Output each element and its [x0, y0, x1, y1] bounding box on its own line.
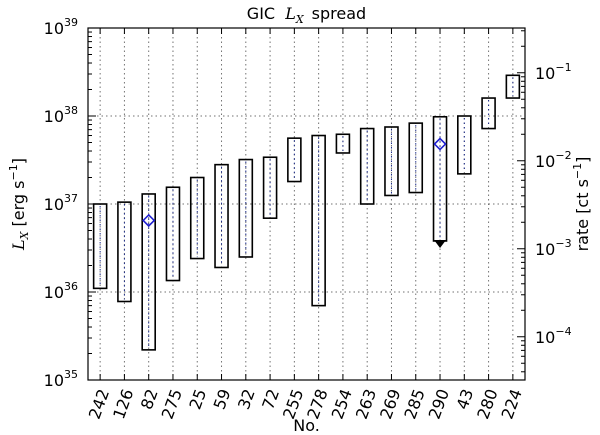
range-bar-263	[359, 127, 375, 205]
range-bar-126	[117, 201, 132, 303]
range-bars	[92, 74, 521, 351]
x-tick-label: 25	[185, 386, 210, 412]
range-bar-280	[481, 97, 496, 130]
range-bar-43	[457, 115, 472, 175]
range-box	[505, 74, 521, 99]
range-box	[457, 115, 472, 175]
range-bar-290	[432, 115, 448, 242]
x-tick-label: 43	[452, 386, 477, 412]
range-box	[359, 127, 375, 205]
x-tick-label: 285	[400, 386, 428, 421]
x-tick-label: 32	[234, 386, 259, 412]
y-right-tick-label: 10−4	[535, 325, 572, 347]
x-tick-label: 254	[328, 386, 356, 421]
y-tick-label: 1035	[44, 368, 78, 390]
range-bar-25	[189, 176, 205, 260]
range-bar-59	[214, 163, 229, 269]
y-right-tick-label: 10−2	[535, 149, 572, 171]
range-box	[92, 203, 108, 290]
y-axis-label-left: LX[erg s−1]	[7, 158, 31, 251]
y-right-tick-label: 10−3	[535, 237, 572, 259]
y-tick-label: 1036	[44, 280, 78, 302]
axis-labels: 1035 1036 1037 1038 1039 10−4 10−3 10−2 10−1 2421…	[44, 16, 572, 422]
x-tick-label: 224	[498, 386, 526, 421]
range-box	[311, 134, 326, 307]
range-bar-275	[165, 186, 181, 282]
plot-frame	[87, 27, 526, 381]
x-tick-label: 242	[85, 386, 113, 421]
range-bar-82	[141, 193, 156, 351]
range-bar-72	[262, 156, 278, 219]
x-tick-label: 275	[158, 386, 186, 421]
range-bar-269	[384, 126, 399, 197]
range-bar-224	[505, 74, 521, 99]
range-bar-242	[92, 203, 108, 290]
y-tick-label: 1037	[44, 192, 78, 214]
diamond-marker-290	[433, 137, 447, 151]
upper-limit-arrow	[434, 239, 447, 248]
range-box	[141, 193, 156, 351]
y-axis-label-right: rate [ct s−1]	[571, 157, 592, 252]
chart-title: GIC LX spread	[247, 4, 366, 26]
x-tick-label: 59	[210, 386, 235, 412]
range-box	[262, 156, 278, 219]
range-bar-254	[335, 133, 351, 154]
y-right-tick-label: 10−1	[535, 61, 572, 83]
y-tick-label: 1039	[44, 16, 78, 38]
axis-ticks	[88, 27, 525, 381]
range-bar-32	[238, 158, 254, 258]
range-box	[165, 186, 181, 282]
x-tick-label: 126	[109, 386, 137, 421]
y-tick-label: 1038	[44, 104, 78, 126]
markers	[142, 137, 447, 248]
x-tick-label: 280	[473, 386, 501, 421]
x-axis-label: No.	[293, 416, 320, 435]
x-tick-label: 290	[425, 386, 453, 421]
range-box	[189, 176, 205, 260]
range-box	[214, 163, 229, 269]
range-box	[117, 201, 132, 303]
x-tick-label: 263	[352, 386, 380, 421]
x-tick-label: 82	[137, 386, 162, 412]
range-box	[481, 97, 496, 130]
grid	[88, 28, 525, 380]
range-box	[238, 158, 254, 258]
range-box	[287, 137, 302, 183]
range-box	[384, 126, 399, 197]
range-bar-278	[311, 134, 326, 307]
range-box	[408, 122, 424, 194]
x-tick-label: 269	[376, 386, 404, 421]
diamond-marker-82	[142, 213, 156, 228]
range-box	[335, 133, 351, 154]
range-bar-255	[287, 137, 302, 183]
range-bar-285	[408, 122, 424, 194]
x-tick-label: 72	[258, 386, 283, 412]
